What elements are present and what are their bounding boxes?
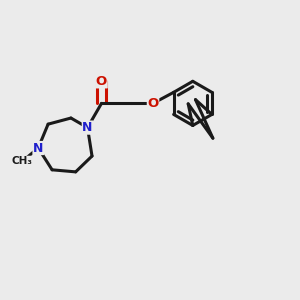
Text: CH₃: CH₃ xyxy=(12,156,33,166)
Text: O: O xyxy=(147,97,159,110)
Text: N: N xyxy=(82,121,93,134)
Text: O: O xyxy=(96,75,107,88)
Text: N: N xyxy=(33,142,44,154)
